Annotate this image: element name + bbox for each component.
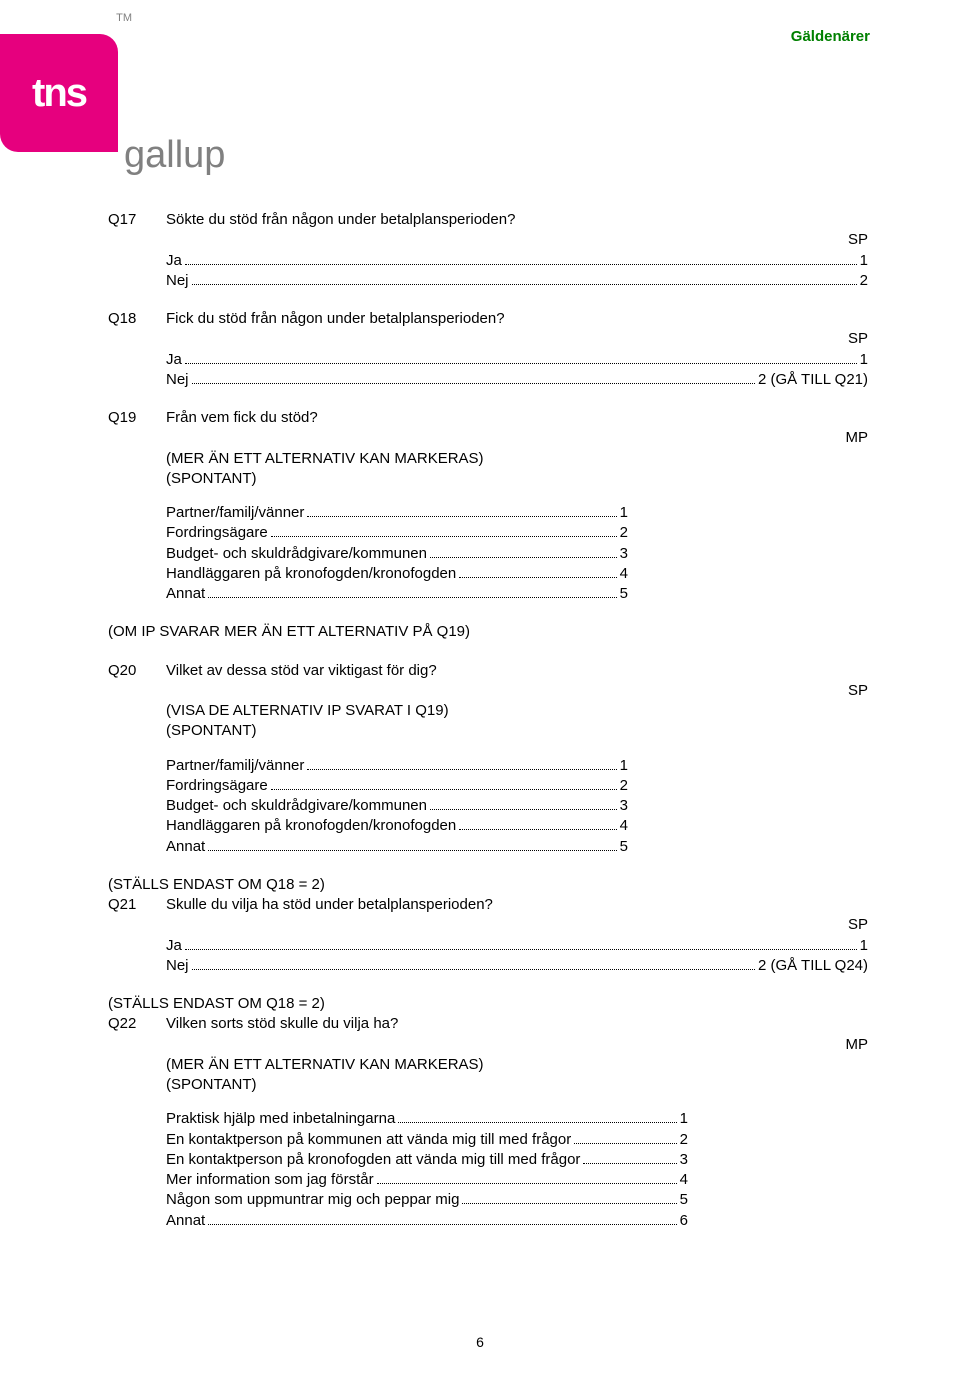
q22-text: Vilken sorts stöd skulle du vilja ha? [166, 1014, 868, 1034]
q22-opts: Praktisk hjälp med inbetalningarna1 En k… [108, 1109, 688, 1231]
q17-tag: SP [166, 230, 868, 250]
logo-tns-text: tns [32, 71, 86, 116]
logo-tm: TM [116, 12, 132, 24]
q19-num: Q19 [108, 408, 166, 489]
q21-block: (STÄLLS ENDAST OM Q18 = 2) Q21 Skulle du… [108, 875, 868, 976]
q20-num: Q20 [108, 661, 166, 742]
q19-opt-3: Handläggaren på kronofogden/kronofogden4 [166, 564, 628, 584]
q22-opt-1: En kontaktperson på kommunen att vända m… [166, 1130, 688, 1150]
q20-tag: SP [166, 681, 868, 701]
q19-note2: (SPONTANT) [166, 469, 868, 489]
cond-q21: (STÄLLS ENDAST OM Q18 = 2) [108, 875, 868, 895]
q20-opts: Partner/familj/vänner1 Fordringsägare2 B… [108, 756, 628, 857]
q18-opt-0: Ja1 [166, 350, 868, 370]
q17-text: Sökte du stöd från någon under betalplan… [166, 210, 868, 230]
q20-note2: (SPONTANT) [166, 721, 868, 741]
document-content: Q17 Sökte du stöd från någon under betal… [108, 210, 868, 1249]
q19-opt-2: Budget- och skuldrådgivare/kommunen3 [166, 544, 628, 564]
q18-block: Q18 Fick du stöd från någon under betalp… [108, 309, 868, 390]
q19-block: Q19 Från vem fick du stöd? MP (MER ÄN ET… [108, 408, 868, 604]
q22-block: (STÄLLS ENDAST OM Q18 = 2) Q22 Vilken so… [108, 994, 868, 1231]
logo: tns TM gallup [0, 34, 118, 152]
q22-opt-0: Praktisk hjälp med inbetalningarna1 [166, 1109, 688, 1129]
q19-opt-0: Partner/familj/vänner1 [166, 503, 628, 523]
q20-text: Vilket av dessa stöd var viktigast för d… [166, 661, 868, 681]
q22-note1: (MER ÄN ETT ALTERNATIV KAN MARKERAS) [166, 1055, 868, 1075]
page-number: 6 [0, 1334, 960, 1350]
q17-num: Q17 [108, 210, 166, 291]
q20-opt-2: Budget- och skuldrådgivare/kommunen3 [166, 796, 628, 816]
q18-num: Q18 [108, 309, 166, 390]
q20-opt-3: Handläggaren på kronofogden/kronofogden4 [166, 816, 628, 836]
q22-opt-4: Någon som uppmuntrar mig och peppar mig5 [166, 1190, 688, 1210]
q19-text: Från vem fick du stöd? [166, 408, 868, 428]
q22-opt-3: Mer information som jag förstår4 [166, 1170, 688, 1190]
q18-text: Fick du stöd från någon under betalplans… [166, 309, 868, 329]
q19-opts: Partner/familj/vänner1 Fordringsägare2 B… [108, 503, 628, 604]
cond-q20: (OM IP SVARAR MER ÄN ETT ALTERNATIV PÅ Q… [108, 622, 868, 642]
q19-note1: (MER ÄN ETT ALTERNATIV KAN MARKERAS) [166, 449, 868, 469]
q20-note1: (VISA DE ALTERNATIV IP SVARAT I Q19) [166, 701, 868, 721]
q19-opt-1: Fordringsägare2 [166, 523, 628, 543]
q21-num: Q21 [108, 895, 166, 976]
q20-opt-0: Partner/familj/vänner1 [166, 756, 628, 776]
q22-tag: MP [166, 1035, 868, 1055]
q21-opt-0: Ja1 [166, 936, 868, 956]
q18-opt-1: Nej2 (GÅ TILL Q21) [166, 370, 868, 390]
q22-opt-2: En kontaktperson på kronofogden att vänd… [166, 1150, 688, 1170]
q20-opt-4: Annat5 [166, 837, 628, 857]
cond-q22: (STÄLLS ENDAST OM Q18 = 2) [108, 994, 868, 1014]
q17-block: Q17 Sökte du stöd från någon under betal… [108, 210, 868, 291]
logo-gallup: gallup [124, 134, 225, 177]
q22-num: Q22 [108, 1014, 166, 1095]
q21-opt-1: Nej2 (GÅ TILL Q24) [166, 956, 868, 976]
q19-tag: MP [166, 428, 868, 448]
header-label: Gäldenärer [791, 28, 870, 45]
q17-opt-0: Ja1 [166, 251, 868, 271]
q21-tag: SP [166, 915, 868, 935]
q18-tag: SP [166, 329, 868, 349]
logo-box: tns [0, 34, 118, 152]
q19-opt-4: Annat5 [166, 584, 628, 604]
q20-opt-1: Fordringsägare2 [166, 776, 628, 796]
q22-opt-5: Annat6 [166, 1211, 688, 1231]
q22-note2: (SPONTANT) [166, 1075, 868, 1095]
q21-text: Skulle du vilja ha stöd under betalplans… [166, 895, 868, 915]
q20-block: Q20 Vilket av dessa stöd var viktigast f… [108, 661, 868, 857]
q17-opt-1: Nej2 [166, 271, 868, 291]
